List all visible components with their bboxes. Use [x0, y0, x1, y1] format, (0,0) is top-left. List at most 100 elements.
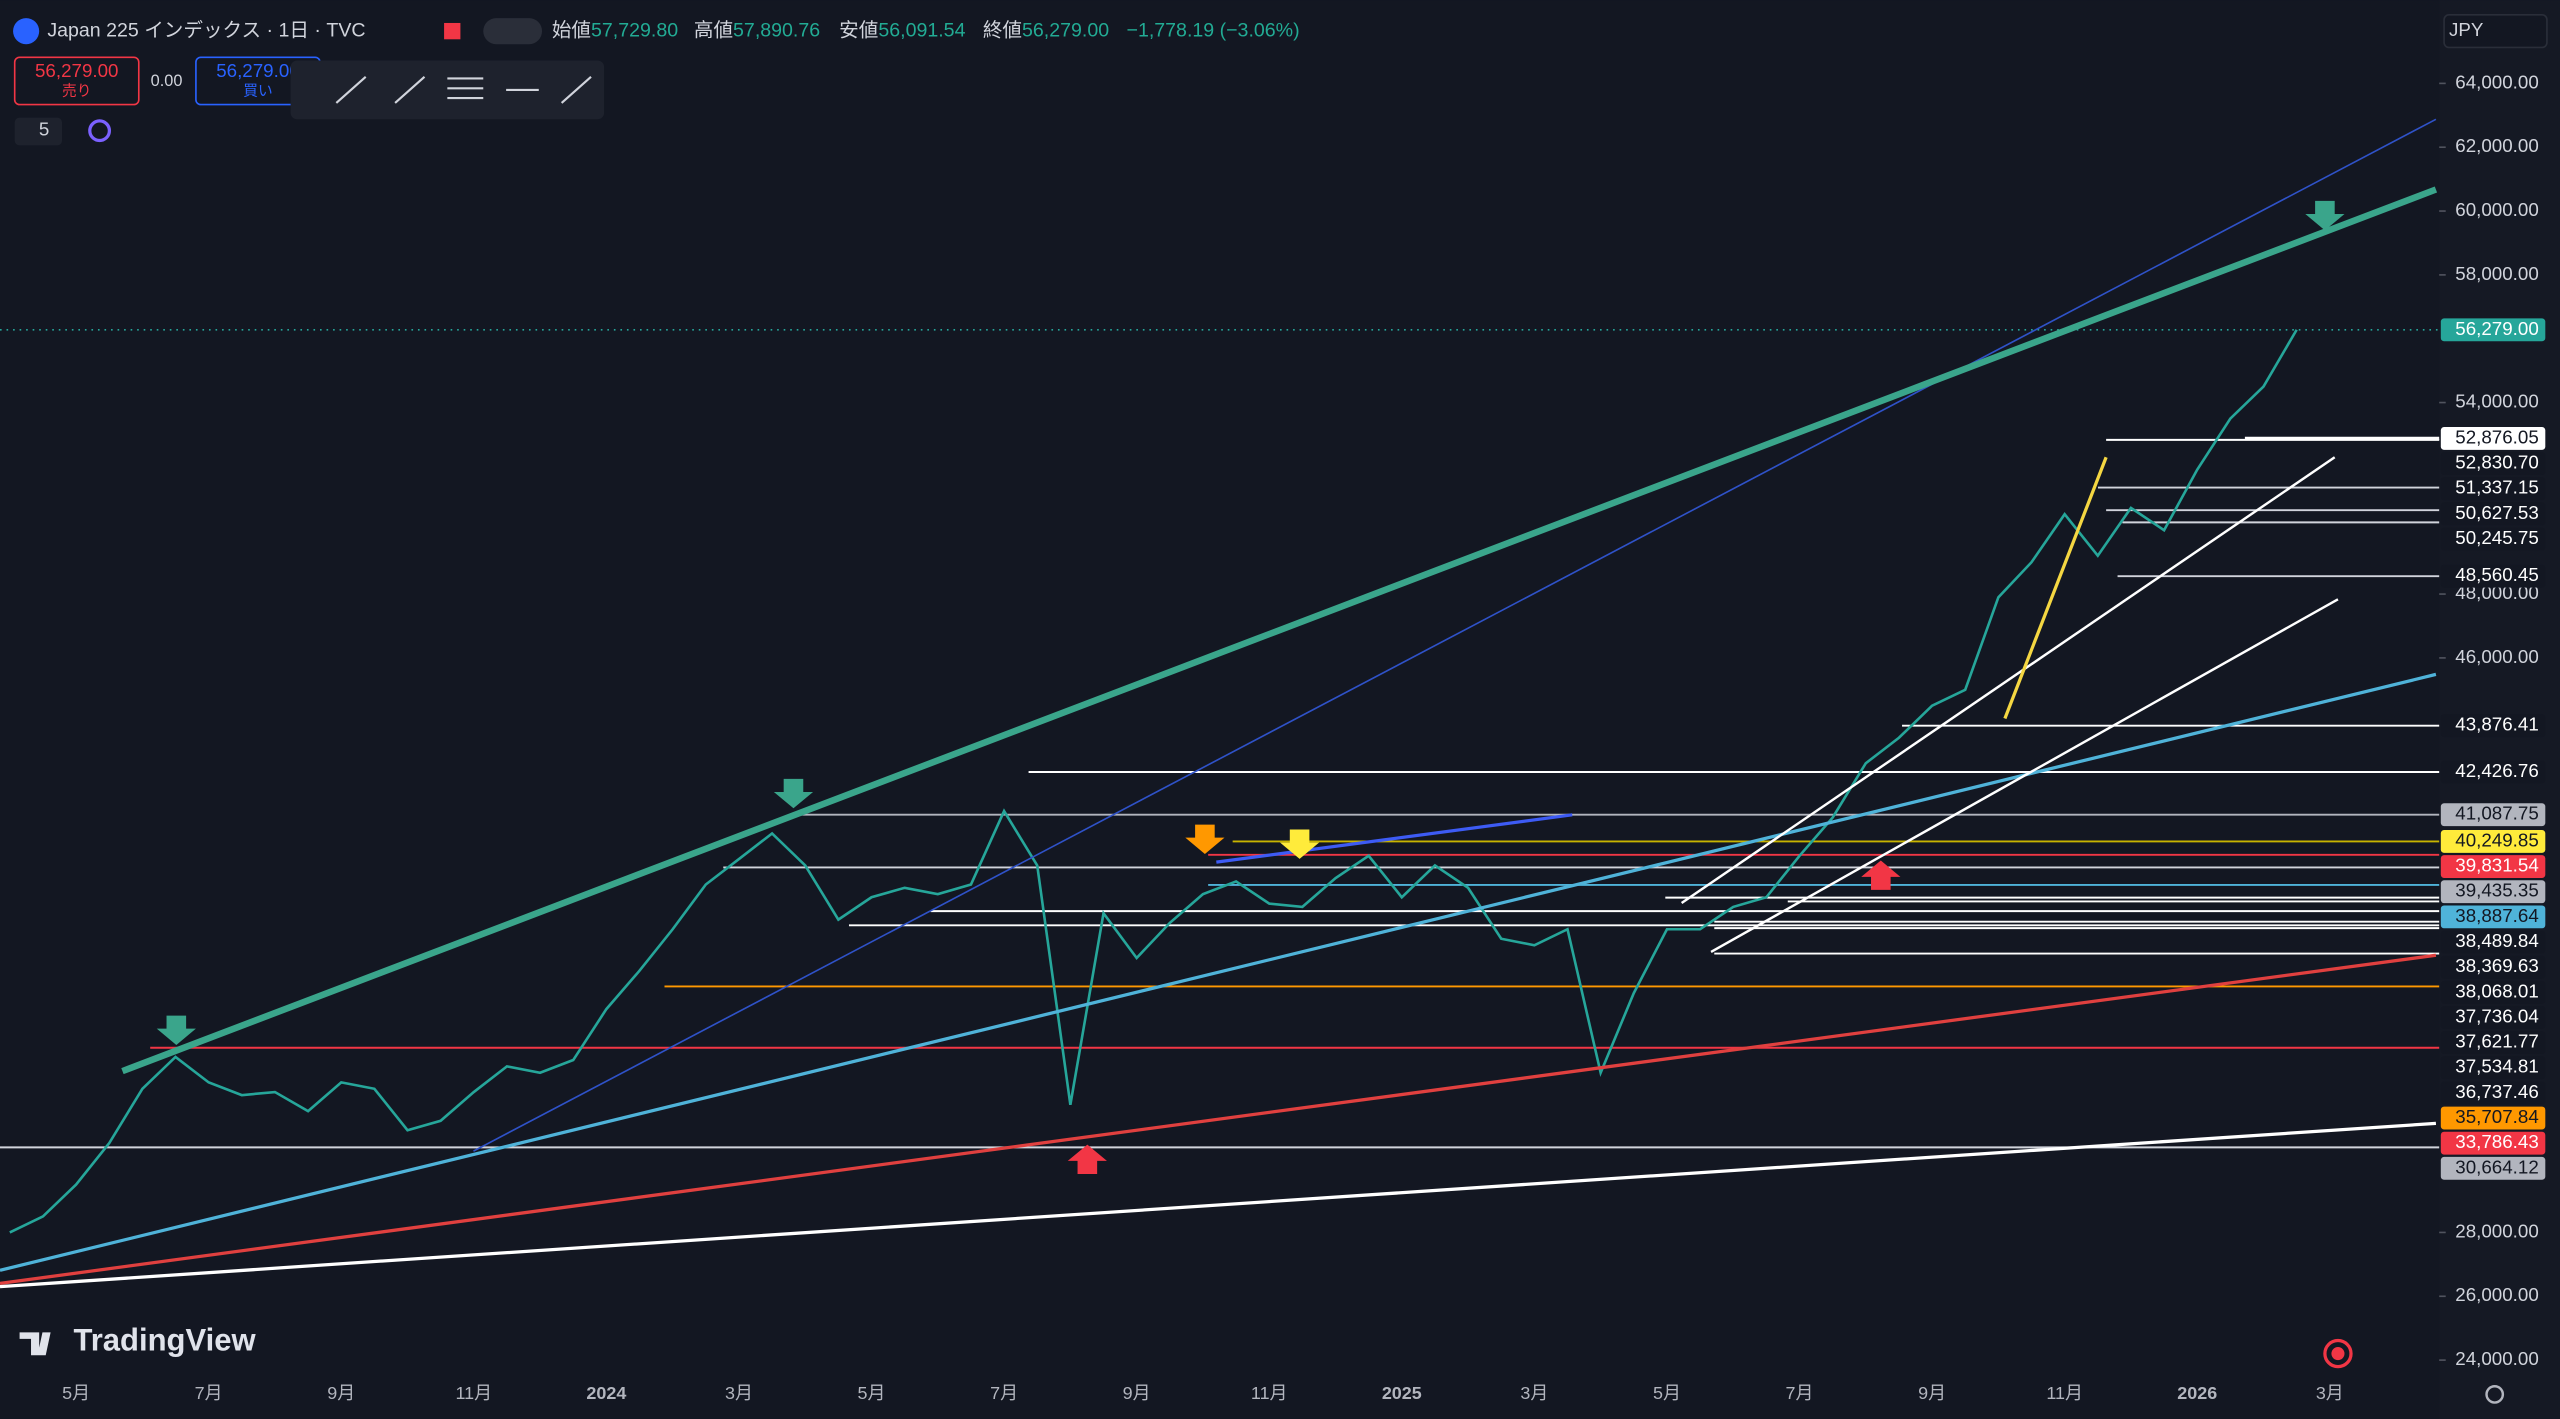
sync-icon[interactable]: [88, 119, 112, 143]
y-tick-label: 46,000.00: [2455, 646, 2538, 667]
flag: [444, 22, 461, 40]
level-badge: [2440, 905, 2546, 929]
price-axis-bg: [2439, 0, 2560, 1419]
last-price-badge: [2440, 318, 2546, 342]
currency: JPY: [2449, 19, 2484, 40]
level-label: 52,830.70: [2455, 452, 2538, 473]
x-tick-label: 9月: [1918, 1383, 1946, 1403]
level-badge: [2440, 803, 2546, 827]
channel-line: [1680, 456, 2336, 904]
low: 56,091.54: [878, 19, 965, 41]
level-badge: [2440, 880, 2546, 904]
level-badge: [2440, 855, 2546, 879]
trend-line: [2003, 456, 2108, 720]
arrow-up: [1861, 860, 1901, 890]
level-badge: [2440, 955, 2546, 979]
level-badge: [2440, 427, 2546, 450]
level-label: 42,426.76: [2455, 760, 2538, 781]
trend-line: [0, 953, 2437, 1285]
level-label: 35,707.84: [2455, 1106, 2538, 1127]
toggle[interactable]: [483, 18, 543, 45]
drawings: [0, 118, 2438, 1289]
trend-line: [473, 118, 2437, 1152]
level-label: 37,621.77: [2455, 1031, 2538, 1052]
open: 57,729.80: [591, 19, 678, 41]
buy-label: 買い: [243, 83, 272, 99]
x-tick-label: 7月: [1786, 1383, 1814, 1403]
level-label: 38,369.63: [2455, 955, 2538, 976]
x-tick-label: 9月: [1123, 1383, 1151, 1403]
level-label: 36,737.46: [2455, 1081, 2538, 1102]
high-label: 高値: [694, 19, 733, 41]
channel-line: [1710, 598, 2339, 954]
last-price-label: 56,279.00: [2455, 318, 2538, 339]
level-label: 30,664.12: [2455, 1156, 2538, 1177]
x-tick-label: 3月: [2316, 1383, 2344, 1403]
x-tick-label: 5月: [858, 1383, 886, 1403]
y-tick-label: 28,000.00: [2455, 1220, 2538, 1241]
level-label: 50,245.75: [2455, 527, 2538, 548]
arrow-down: [2305, 200, 2345, 231]
level-badge: [2440, 564, 2546, 588]
brand: TradingView: [73, 1322, 256, 1357]
level-badge: [2440, 714, 2546, 738]
x-tick-label: 9月: [327, 1383, 355, 1403]
x-tick-label: 2024: [586, 1383, 626, 1403]
y-tick-label: 24,000.00: [2455, 1348, 2538, 1369]
close-label: 終値: [983, 19, 1022, 41]
level-label: 38,489.84: [2455, 930, 2538, 951]
buy-price: 56,279.00: [216, 60, 299, 81]
level-badge: [2440, 1031, 2546, 1055]
level-label: 40,249.85: [2455, 829, 2538, 850]
level-label: 37,534.81: [2455, 1056, 2538, 1077]
x-tick-label: 2026: [2177, 1383, 2217, 1403]
x-tick-label: 5月: [62, 1383, 90, 1403]
level-label: 52,876.05: [2455, 426, 2538, 447]
y-tick-label: 64,000.00: [2455, 71, 2538, 92]
currency-select[interactable]: [2443, 13, 2548, 49]
settings-icon[interactable]: [2485, 1385, 2505, 1404]
x-tick-label: 11月: [1251, 1383, 1288, 1403]
x-tick-label: 3月: [1520, 1383, 1548, 1403]
level-badge: [2440, 1131, 2546, 1155]
level-badge: [2440, 1006, 2546, 1029]
level-badge: [2440, 452, 2546, 476]
indicator-toggle[interactable]: [14, 117, 63, 146]
x-tick-label: 11月: [456, 1383, 493, 1403]
level-label: 39,435.35: [2455, 880, 2538, 901]
y-tick-label: 62,000.00: [2455, 135, 2538, 156]
level-badge: [2440, 930, 2546, 954]
plot: 5月 7月 9月 11月 2024 3月 5月 7月 9月 11月 2025 3月 5月 7月 9月 11月 2…: [0, 329, 2440, 1403]
level-badge: [2440, 1156, 2546, 1180]
high: 57,890.76: [733, 19, 820, 41]
close: 56,279.00: [1022, 19, 1109, 41]
level-label: 50,627.53: [2455, 502, 2538, 523]
sell-button[interactable]: [13, 56, 140, 106]
level-label: 43,876.41: [2455, 714, 2538, 735]
level-badge: [2440, 1081, 2546, 1105]
arrow-down: [156, 1015, 196, 1046]
x-tick-label: 5月: [1653, 1383, 1681, 1403]
level-label: 51,337.15: [2455, 477, 2538, 498]
y-tick-label: 58,000.00: [2455, 263, 2538, 284]
level-badge: [2440, 980, 2546, 1004]
price-line: [9, 329, 2298, 1234]
y-tick-label: 54,000.00: [2455, 391, 2538, 412]
trend-line: [1216, 813, 1573, 864]
y-tick-label: 60,000.00: [2455, 199, 2538, 220]
level-label: 38,887.64: [2455, 905, 2538, 926]
open-label: 始値: [552, 19, 591, 41]
arrow-up: [1067, 1144, 1107, 1174]
trend-line: [121, 186, 2438, 1075]
change: −1,778.19 (−3.06%): [1127, 19, 1300, 41]
toolbar-icons[interactable]: [335, 76, 592, 104]
level-badge: [2440, 1056, 2546, 1080]
x-tick-label: 3月: [725, 1383, 753, 1403]
sell-price: 56,279.00: [35, 60, 118, 81]
x-tick-label: 7月: [195, 1383, 223, 1403]
record-icon[interactable]: [2323, 1338, 2353, 1369]
level-badge: [2440, 1106, 2546, 1130]
